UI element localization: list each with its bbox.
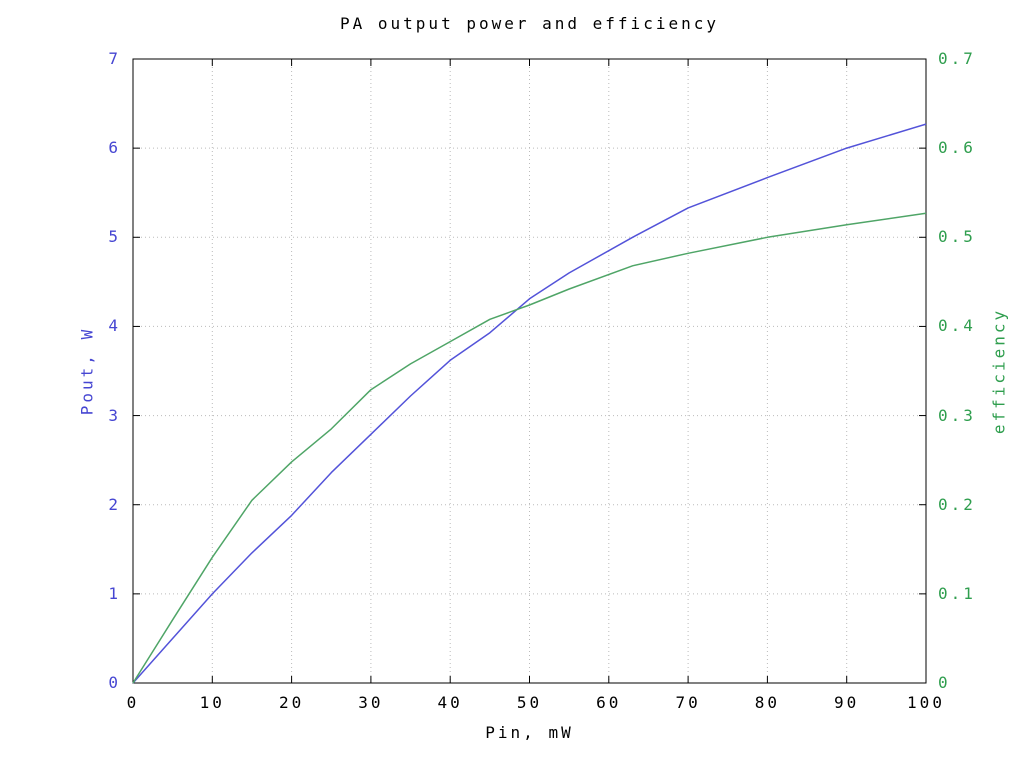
y-right-tick-label: 0.5	[938, 227, 976, 247]
y-left-tick-label: 1	[108, 583, 121, 603]
pout-curve	[132, 123, 927, 684]
x-tick-label: 90	[834, 693, 860, 712]
x-tick-label: 20	[278, 693, 305, 712]
x-tick-label: 60	[596, 693, 622, 712]
y-left-tick-label: 3	[108, 405, 121, 425]
y-right-tick-label: 0.4	[938, 316, 976, 336]
plot-border	[132, 58, 927, 684]
x-tick-label: 30	[358, 693, 384, 712]
x-tick-label: 70	[675, 693, 701, 712]
chart-title: PA output power and efficiency	[340, 14, 719, 33]
y-left-tick-label: 0	[108, 673, 121, 692]
y-right-tick-label: 0.7	[938, 49, 976, 68]
x-axis-title: Pin, mW	[485, 723, 574, 742]
y-left-tick-label: 7	[108, 49, 121, 68]
y-right-tick-label: 0.1	[938, 583, 976, 603]
x-tick-label: 40	[437, 693, 463, 712]
y-left-tick-label: 4	[108, 316, 121, 336]
x-tick-label: 100	[907, 693, 945, 712]
y-left-tick-label: 5	[108, 227, 121, 247]
x-tick-label: 10	[199, 693, 225, 712]
x-tick-label: 50	[516, 693, 543, 712]
y-right-tick-label: 0.6	[938, 138, 976, 158]
y-right-tick-label: 0.2	[938, 494, 976, 514]
y-right-tick-label: 0	[938, 673, 951, 692]
x-tick-label: 0	[126, 693, 140, 712]
x-tick-label: 80	[754, 693, 781, 712]
efficiency-curve	[132, 212, 927, 684]
y-left-tick-label: 6	[108, 138, 121, 158]
y-right-tick-label: 0.3	[938, 405, 976, 425]
y-left-tick-label: 2	[108, 494, 121, 514]
